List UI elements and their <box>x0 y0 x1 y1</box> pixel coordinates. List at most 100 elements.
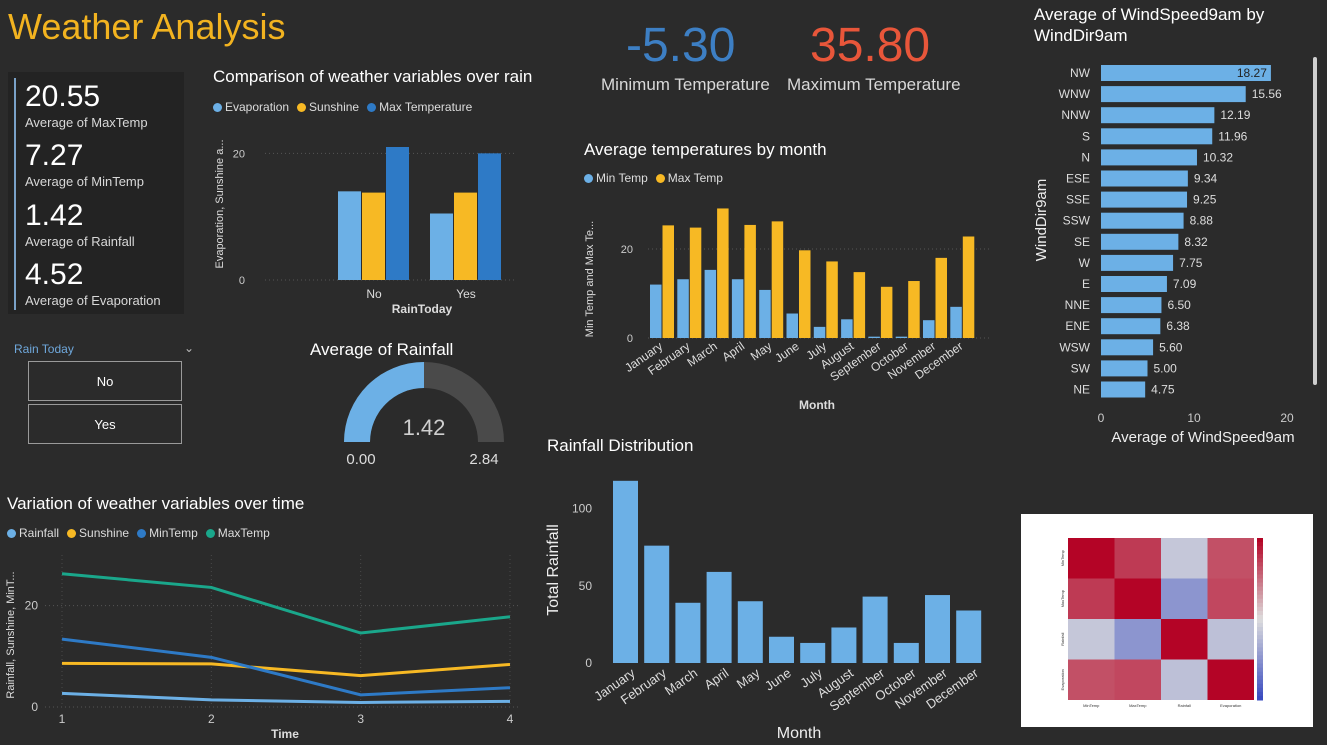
heatmap-cell <box>1114 659 1161 700</box>
data-label: 7.09 <box>1173 277 1197 291</box>
heatmap-cell <box>1207 659 1254 700</box>
x-tick-label: June <box>762 665 794 693</box>
x-axis-label: Month <box>799 398 835 412</box>
bar <box>744 224 756 338</box>
legend-dot <box>7 528 16 538</box>
scrollbar <box>1313 57 1317 385</box>
min-temperature-value: -5.30 <box>626 19 736 72</box>
rain-comparison-chart: 0 20 Evaporation, Sunshine a... No YesRainTo… <box>214 139 515 316</box>
bar <box>800 642 826 663</box>
colorbar-segment <box>1257 671 1263 677</box>
data-label: 7.75 <box>1179 256 1203 270</box>
legend-label: MaxTemp <box>217 526 270 540</box>
y-tick-label: NW <box>1070 66 1091 80</box>
colorbar-segment <box>1257 647 1263 652</box>
x-tick-label: May <box>734 665 763 692</box>
colorbar-segment <box>1257 590 1263 596</box>
y-tick-label: 100 <box>572 502 592 516</box>
min-temperature-label: Minimum Temperature <box>601 75 770 94</box>
chevron-down-icon[interactable]: ⌄ <box>183 341 194 355</box>
legend-item[interactable]: Rainfall <box>7 526 59 540</box>
heatmap-cell <box>1207 578 1254 619</box>
colorbar-segment <box>1257 558 1263 563</box>
colorbar-segment <box>1257 651 1263 656</box>
colorbar-segment <box>1257 635 1263 640</box>
bar <box>1101 360 1148 377</box>
legend-item[interactable]: Min Temp <box>584 171 648 185</box>
bar <box>771 221 784 338</box>
bar <box>1101 212 1184 229</box>
colorbar-segment <box>1257 691 1263 697</box>
y-axis-label: Total Rainfall <box>545 524 562 616</box>
bar <box>675 602 701 663</box>
bar <box>956 610 982 663</box>
bar <box>1101 107 1215 124</box>
colorbar-segment <box>1257 594 1263 600</box>
y-tick-label: 0 <box>31 700 38 714</box>
heatmap-cell <box>1114 578 1161 619</box>
legend-dot <box>137 528 147 538</box>
max-temperature-value: 35.80 <box>810 19 931 72</box>
y-tick-label: ESE <box>1066 172 1090 186</box>
colorbar-segment <box>1257 623 1263 628</box>
data-label: 8.32 <box>1184 235 1208 249</box>
bar <box>1101 339 1154 356</box>
colorbar-segment <box>1257 687 1263 693</box>
bar <box>731 279 744 338</box>
bar <box>786 313 798 338</box>
bar <box>950 306 962 338</box>
over-time-chart: 0 20 1 2 3 4 Time Rainfall, Sunshine, MinT... <box>5 555 520 741</box>
y-tick-label: SSW <box>1063 214 1091 228</box>
data-label: 8.88 <box>1190 214 1214 228</box>
bar <box>613 480 638 663</box>
rainfall-gauge: 1.42 0.00 2.84 <box>344 362 504 468</box>
data-label: 12.19 <box>1220 108 1250 122</box>
bar <box>862 596 888 663</box>
bar <box>1101 170 1188 187</box>
x-tick-label: May <box>748 339 775 363</box>
rainfall-dist-title: Rainfall Distribution <box>547 436 694 455</box>
bar <box>478 153 501 280</box>
legend-item[interactable]: Sunshine <box>297 100 359 114</box>
y-tick-label: NE <box>1073 383 1090 397</box>
colorbar-segment <box>1257 663 1263 669</box>
bar <box>962 236 975 338</box>
gauge-max: 2.84 <box>469 451 498 468</box>
rain-today-slicer-header[interactable]: Rain Today ⌄ <box>14 341 194 356</box>
heatmap-cell <box>1114 619 1161 660</box>
slicer-option-yes[interactable]: Yes <box>28 404 182 444</box>
x-tick-label: April <box>719 339 747 364</box>
bar <box>1101 128 1213 145</box>
colorbar-segment <box>1257 643 1263 648</box>
bar <box>430 213 453 280</box>
slicer-option-no[interactable]: No <box>28 361 182 401</box>
legend-item[interactable]: MaxTemp <box>205 526 270 540</box>
legend-item[interactable]: Sunshine <box>67 526 129 540</box>
legend-item[interactable]: MinTemp <box>137 526 198 540</box>
max-temperature-label: Maximum Temperature <box>787 75 961 94</box>
legend-dot <box>367 102 377 112</box>
x-tick-label: 4 <box>507 712 514 726</box>
bar <box>644 545 670 663</box>
wind-chart-title: Average of WindSpeed9am by WindDir9am <box>1034 5 1265 45</box>
heatmap-cell <box>1207 538 1254 579</box>
page-title: Weather Analysis <box>8 6 286 47</box>
bar <box>1101 65 1271 81</box>
legend-item[interactable]: Max Temperature <box>367 100 472 114</box>
colorbar-segment <box>1257 619 1263 624</box>
correlation-heatmap-image: MinTemp MaxTemp Rainfall Evaporation MinTemp… <box>1021 514 1313 727</box>
legend-item[interactable]: Evaporation <box>213 100 289 114</box>
heatmap-cell <box>1068 619 1115 660</box>
bar <box>1101 381 1146 398</box>
legend-dot <box>655 173 665 183</box>
heatmap-col-label: Rainfall <box>1178 703 1191 708</box>
over-time-title: Variation of weather variables over time <box>7 494 305 513</box>
colorbar-segment <box>1257 538 1263 543</box>
data-label: 5.60 <box>1159 340 1183 354</box>
bar <box>923 320 935 338</box>
bar <box>362 192 385 280</box>
legend-item[interactable]: Max Temp <box>655 171 723 185</box>
colorbar-segment <box>1257 554 1263 559</box>
heatmap-cell <box>1114 538 1161 579</box>
